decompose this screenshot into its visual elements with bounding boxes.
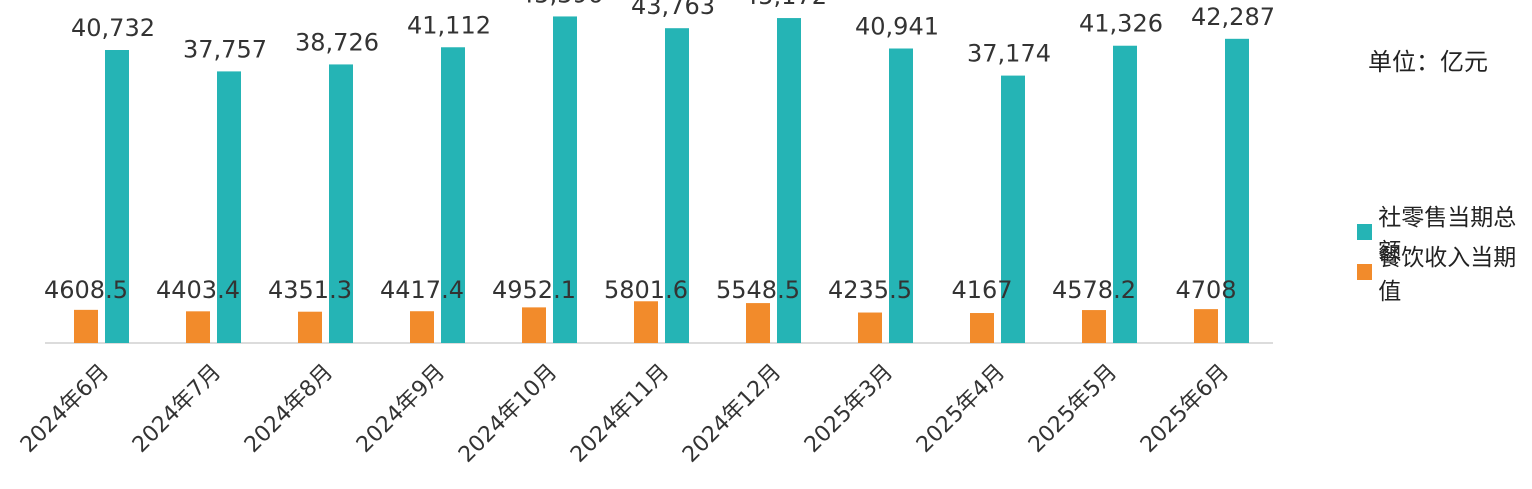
bar-total-10 <box>1225 38 1249 343</box>
label-total-0: 40,732 <box>71 14 155 42</box>
bar-catering-8 <box>970 313 994 343</box>
label-total-8: 37,174 <box>967 40 1051 68</box>
bar-total-1 <box>217 71 241 343</box>
x-tick-label-9: 2025年5月 <box>1024 360 1122 458</box>
legend-swatch-total <box>1357 224 1373 240</box>
label-total-2: 38,726 <box>295 28 379 56</box>
x-tick-label-3: 2024年9月 <box>352 360 450 458</box>
label-catering-6: 5548.5 <box>716 276 800 304</box>
bar-total-2 <box>329 64 353 344</box>
legend: 社零售当期总额 餐饮收入当期值 <box>1357 205 1532 305</box>
label-total-4: 45,396 <box>519 0 603 8</box>
x-tick-label-10: 2025年6月 <box>1136 360 1234 458</box>
label-total-3: 41,112 <box>407 11 491 39</box>
bar-catering-0 <box>74 309 98 343</box>
legend-label-total: 社零售当期总额 <box>1378 205 1517 265</box>
bar-catering-2 <box>298 311 322 343</box>
legend-item-total[interactable]: 社零售当期总额 <box>1357 205 1532 265</box>
x-tick-label-8: 2025年4月 <box>912 360 1010 458</box>
x-tick-label-4: 2024年10月 <box>454 360 562 468</box>
bar-total-8 <box>1001 75 1025 343</box>
label-catering-5: 5801.6 <box>604 276 688 304</box>
bar-catering-3 <box>410 311 434 343</box>
bar-catering-7 <box>858 312 882 343</box>
legend-label-catering: 餐饮收入当期值 <box>1378 245 1517 305</box>
label-total-6: 45,172 <box>743 0 827 10</box>
legend-swatch-catering <box>1357 264 1373 280</box>
unit-label: 单位：亿元 <box>1368 48 1488 76</box>
label-catering-1: 4403.4 <box>156 276 240 304</box>
bar-total-9 <box>1113 45 1137 343</box>
x-tick-label-0: 2024年6月 <box>16 360 114 458</box>
label-catering-10: 4708 <box>1175 276 1236 304</box>
bar-total-6 <box>777 18 801 344</box>
label-catering-0: 4608.5 <box>44 276 128 304</box>
bar-catering-5 <box>634 301 658 343</box>
bar-total-5 <box>665 28 689 343</box>
label-catering-2: 4351.3 <box>268 276 352 304</box>
label-total-1: 37,757 <box>183 35 267 63</box>
x-tick-label-5: 2024年11月 <box>566 360 674 468</box>
bar-catering-4 <box>522 307 546 343</box>
label-catering-7: 4235.5 <box>828 276 912 304</box>
x-tick-label-1: 2024年7月 <box>128 360 226 458</box>
bars-group <box>74 16 1249 344</box>
bar-catering-1 <box>186 311 210 343</box>
bar-total-3 <box>441 47 465 344</box>
bar-catering-6 <box>746 303 770 343</box>
x-tick-label-7: 2025年3月 <box>800 360 898 458</box>
bar-total-7 <box>889 48 913 344</box>
bar-catering-9 <box>1082 310 1106 343</box>
bar-catering-10 <box>1194 309 1218 343</box>
label-catering-3: 4417.4 <box>380 276 464 304</box>
bar-total-4 <box>553 16 577 343</box>
label-catering-8: 4167 <box>951 276 1012 304</box>
legend-item-catering[interactable]: 餐饮收入当期值 <box>1357 245 1532 305</box>
bar-total-0 <box>105 50 129 343</box>
x-tick-label-6: 2024年12月 <box>678 360 786 468</box>
x-tick-labels-group: 2024年6月 2024年7月 2024年8月 2024年9月 2024年10月 2024… <box>16 360 1234 468</box>
data-labels-group: 40,732 4608.5 37,757 4403.4 38,726 4351.3 41,1… <box>44 0 1275 304</box>
label-total-9: 41,326 <box>1079 10 1163 38</box>
x-tick-label-2: 2024年8月 <box>240 360 338 458</box>
label-catering-4: 4952.1 <box>492 276 576 304</box>
label-total-7: 40,941 <box>855 12 939 40</box>
label-total-10: 42,287 <box>1191 3 1275 31</box>
label-total-5: 43,763 <box>631 0 715 20</box>
label-catering-9: 4578.2 <box>1052 276 1136 304</box>
